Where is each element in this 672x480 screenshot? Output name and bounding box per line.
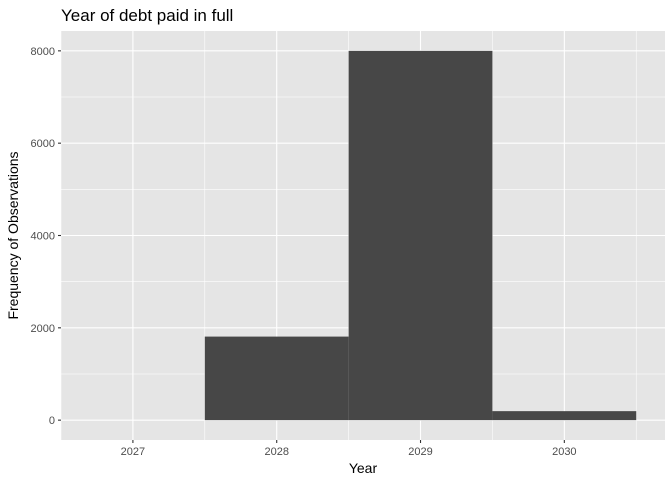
bar-2030 [492, 411, 637, 421]
y-tick-label: 2000 [31, 323, 55, 335]
bars-group [204, 50, 637, 421]
chart-title: Year of debt paid in full [61, 6, 233, 25]
y-axis-ticks: 0 2000 4000 6000 8000 [31, 46, 61, 427]
y-tick-label: 4000 [31, 231, 55, 243]
bar-2028 [204, 336, 349, 421]
x-axis-label: Year [349, 460, 378, 476]
y-tick-label: 8000 [31, 46, 55, 58]
x-axis-ticks: 2027 2028 2029 2030 [121, 440, 577, 458]
x-tick-label: 2029 [408, 446, 432, 458]
x-tick-label: 2028 [264, 446, 288, 458]
y-tick-label: 0 [49, 415, 55, 427]
x-tick-label: 2027 [121, 446, 145, 458]
x-tick-label: 2030 [552, 446, 576, 458]
y-axis-label: Frequency of Observations [5, 151, 21, 319]
y-tick-label: 6000 [31, 138, 55, 150]
bar-2029 [348, 50, 493, 421]
